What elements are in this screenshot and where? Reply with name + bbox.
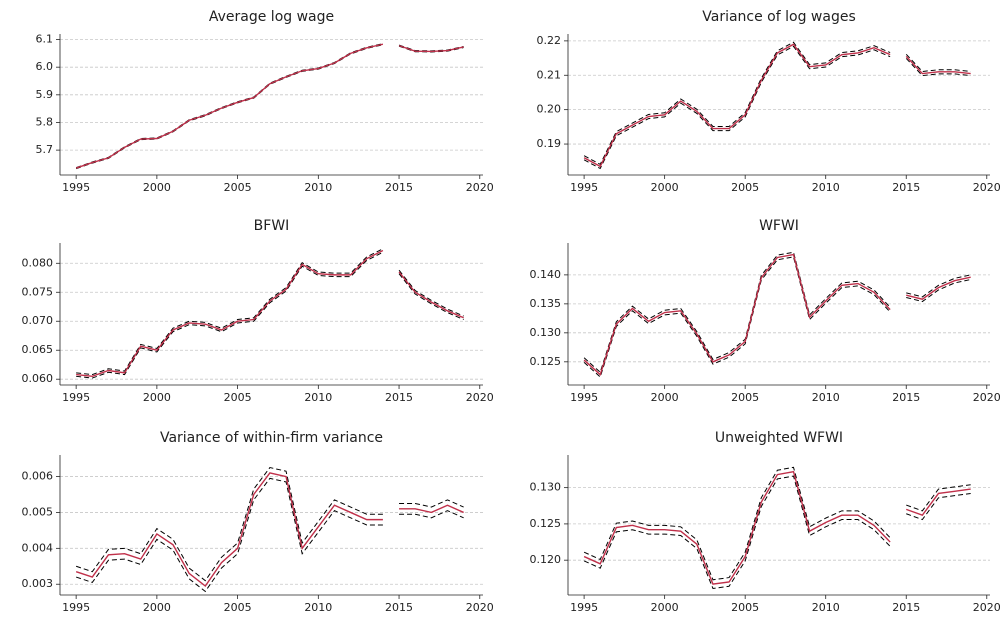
- x-tick-label: 2000: [143, 601, 171, 614]
- y-tick-label: 0.130: [530, 326, 562, 339]
- chart-title: Variance of log wages: [702, 9, 856, 25]
- line-series: [75, 43, 464, 169]
- y-tick-label: 5.8: [36, 115, 54, 128]
- line-series: [583, 256, 971, 378]
- chart-title: Average log wage: [209, 9, 334, 25]
- y-tick-label: 0.20: [537, 103, 562, 116]
- y-tick-label: 0.003: [22, 577, 54, 590]
- y-tick-label: 0.19: [537, 137, 562, 150]
- line-series: [76, 251, 464, 379]
- line-series: [583, 41, 971, 166]
- chart-title: WFWI: [759, 218, 799, 234]
- line-series: [583, 251, 971, 374]
- x-tick-label: 2005: [731, 181, 759, 194]
- x-tick-label: 2005: [731, 601, 759, 614]
- x-tick-label: 2015: [892, 601, 920, 614]
- x-tick-label: 1995: [62, 601, 90, 614]
- line-series: [75, 472, 464, 588]
- y-tick-label: 5.7: [36, 143, 54, 156]
- line-series: [583, 470, 971, 585]
- y-tick-label: 0.065: [22, 343, 54, 356]
- x-tick-label: 2000: [143, 391, 171, 404]
- x-tick-label: 2000: [651, 601, 679, 614]
- y-tick-label: 0.004: [22, 541, 54, 554]
- x-tick-label: 1995: [570, 391, 598, 404]
- x-tick-label: 2020: [973, 601, 1001, 614]
- y-tick-label: 5.9: [36, 88, 54, 101]
- chart-title: Variance of within-firm variance: [160, 430, 383, 446]
- line-series: [75, 477, 464, 593]
- y-tick-label: 0.125: [530, 355, 562, 368]
- x-tick-label: 1995: [62, 181, 90, 194]
- line-series: [76, 249, 464, 378]
- line-series: [76, 248, 464, 376]
- line-series: [583, 45, 971, 170]
- line-series: [583, 253, 971, 376]
- line-series: [583, 475, 971, 590]
- x-tick-label: 2010: [304, 181, 332, 194]
- x-tick-label: 2010: [812, 601, 840, 614]
- y-tick-label: 0.135: [530, 297, 562, 310]
- y-tick-label: 0.125: [530, 517, 562, 530]
- line-series: [75, 467, 464, 582]
- y-tick-label: 0.130: [530, 481, 562, 494]
- y-tick-label: 0.140: [530, 268, 562, 281]
- chart-title: Unweighted WFWI: [715, 430, 843, 446]
- x-tick-label: 2000: [143, 181, 171, 194]
- x-tick-label: 2010: [304, 601, 332, 614]
- x-tick-label: 2015: [385, 601, 413, 614]
- x-tick-label: 2005: [224, 391, 252, 404]
- x-tick-label: 2010: [812, 181, 840, 194]
- x-tick-label: 1995: [570, 181, 598, 194]
- y-tick-label: 0.075: [22, 285, 54, 298]
- x-tick-label: 2000: [651, 391, 679, 404]
- x-tick-label: 2020: [466, 181, 494, 194]
- x-tick-label: 2020: [973, 181, 1001, 194]
- x-tick-label: 2010: [812, 391, 840, 404]
- y-tick-label: 0.080: [22, 256, 54, 269]
- line-series: [583, 43, 971, 168]
- line-series: [75, 43, 464, 169]
- y-tick-label: 0.21: [537, 68, 562, 81]
- chart-title: BFWI: [254, 218, 290, 234]
- line-series: [583, 466, 971, 581]
- y-tick-label: 0.22: [537, 34, 562, 47]
- y-tick-label: 6.1: [36, 33, 54, 46]
- x-tick-label: 2020: [466, 601, 494, 614]
- y-tick-label: 0.070: [22, 314, 54, 327]
- x-tick-label: 2000: [651, 181, 679, 194]
- y-tick-label: 0.060: [22, 372, 54, 385]
- x-tick-label: 2010: [304, 391, 332, 404]
- x-tick-label: 2015: [892, 391, 920, 404]
- x-tick-label: 2005: [224, 601, 252, 614]
- x-tick-label: 1995: [62, 391, 90, 404]
- x-tick-label: 2015: [385, 181, 413, 194]
- x-tick-label: 2005: [224, 181, 252, 194]
- x-tick-label: 2015: [892, 181, 920, 194]
- y-tick-label: 6.0: [36, 60, 54, 73]
- x-tick-label: 2005: [731, 391, 759, 404]
- y-tick-label: 0.120: [530, 553, 562, 566]
- y-tick-label: 0.005: [22, 505, 54, 518]
- x-tick-label: 2015: [385, 391, 413, 404]
- y-tick-label: 0.006: [22, 470, 54, 483]
- x-tick-label: 2020: [973, 391, 1001, 404]
- x-tick-label: 2020: [466, 391, 494, 404]
- x-tick-label: 1995: [570, 601, 598, 614]
